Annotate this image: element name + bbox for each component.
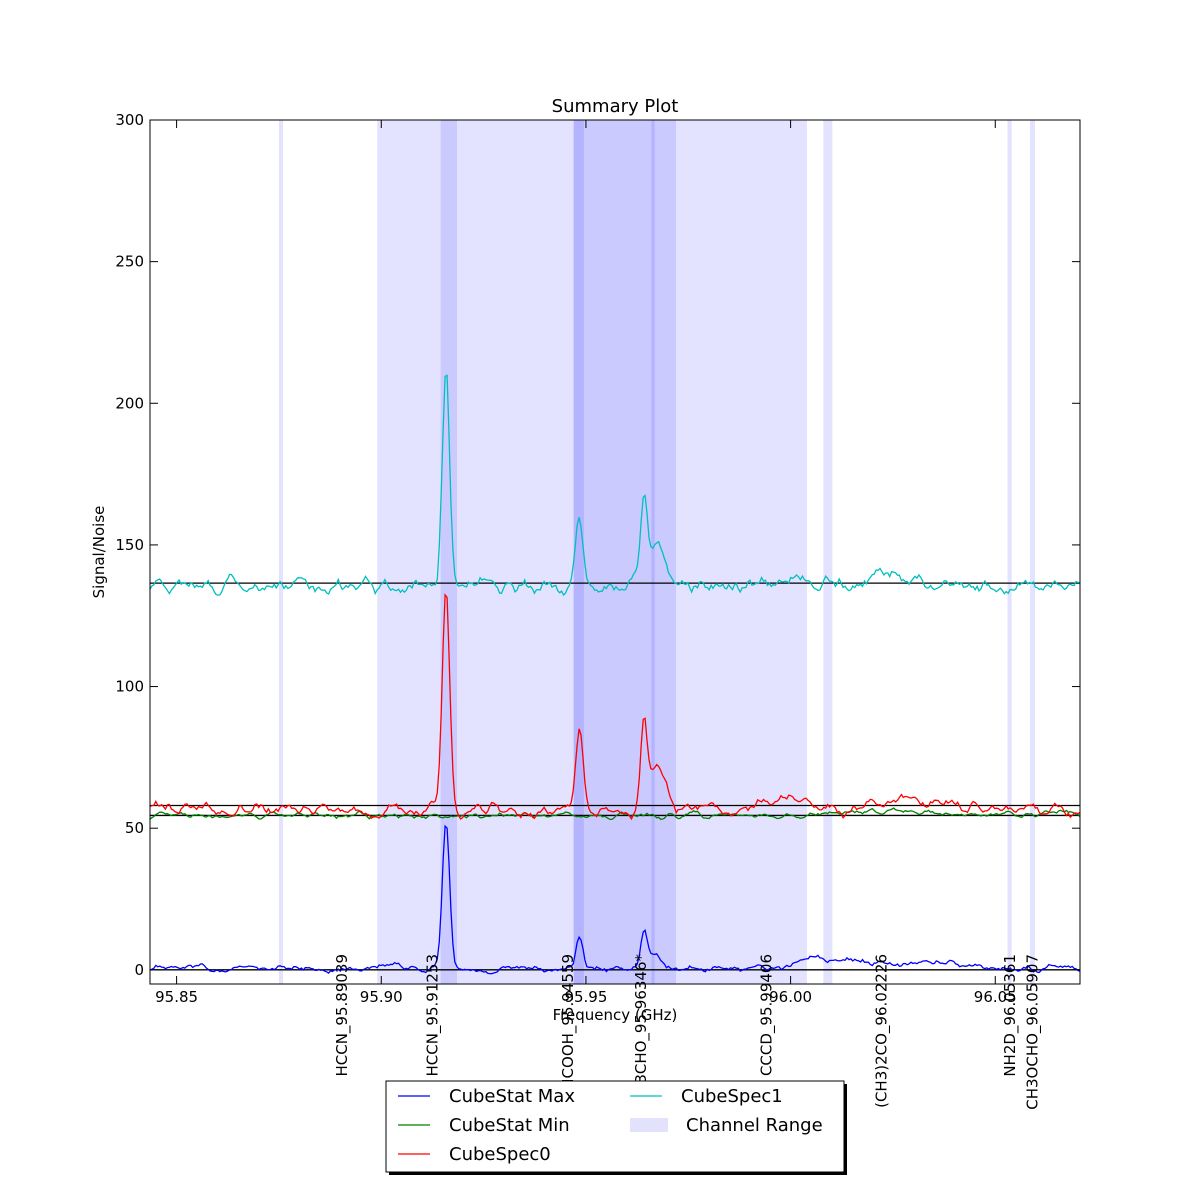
x-tick-label: 95.95	[564, 988, 607, 1006]
y-tick-label: 200	[115, 394, 144, 412]
legend-label: CubeStat Max	[449, 1086, 575, 1107]
line-id-label: CCCD_95.99406	[757, 954, 776, 1076]
series-line	[149, 593, 1081, 821]
legend-swatch	[630, 1118, 668, 1132]
y-tick-label: 0	[134, 961, 144, 979]
channel-range-span	[573, 120, 584, 984]
line-id-label: HCCN_95.89039	[333, 954, 352, 1077]
y-tick-label: 250	[115, 253, 144, 271]
y-tick-label: 300	[115, 111, 144, 129]
channel-range-span	[823, 120, 833, 984]
channel-range-span	[1007, 120, 1012, 984]
line-id-label: (CH3)2CO_96.02226	[873, 954, 892, 1108]
series-lines	[149, 374, 1081, 975]
channel-range-span	[1030, 120, 1035, 984]
y-axis-label: Signal/Noise	[90, 506, 108, 599]
channel-range-span	[573, 120, 676, 984]
line-id-label: CH3OCHO_96.05907	[1023, 954, 1042, 1110]
y-tick-label: 100	[115, 678, 144, 696]
x-tick-label: 95.90	[360, 988, 403, 1006]
x-tick-label: 95.85	[155, 988, 198, 1006]
x-axis-label: Frequency (GHz)	[553, 1006, 678, 1024]
legend-box	[385, 1080, 845, 1173]
line-id-label: HCOOH_95.94559	[559, 954, 578, 1090]
channel-range-spans	[278, 120, 1035, 984]
y-tick-label: 150	[115, 536, 144, 554]
series-line	[149, 374, 1080, 597]
channel-range-span	[377, 120, 807, 984]
line-identification-labels: HCCN_95.89039 HCCN_95.91253 HCOOH_95.94559…	[333, 954, 1042, 1110]
legend-label: CubeSpec0	[449, 1144, 551, 1165]
x-tick-label: 96.05	[974, 988, 1017, 1006]
channel-range-span	[278, 120, 284, 984]
legend-label: CubeStat Min	[449, 1115, 570, 1136]
legend-label: CubeSpec1	[681, 1086, 783, 1107]
line-id-label: HCCN_95.91253	[424, 954, 443, 1077]
legend-label: Channel Range	[686, 1115, 823, 1136]
legend: CubeStat Max CubeStat Min CubeSpec0 CubeSpe…	[385, 1080, 847, 1175]
series-line	[149, 807, 1081, 821]
series-line	[149, 824, 1081, 975]
channel-range-span	[651, 120, 655, 984]
x-tick-label: 96.00	[769, 988, 812, 1006]
chart-title: Summary Plot	[552, 96, 679, 117]
line-id-label: CH3CHO_95.96346*	[632, 954, 651, 1106]
line-id-label: NH2D_96.05361	[1001, 954, 1020, 1077]
y-tick-label: 50	[125, 819, 144, 837]
plot-frame	[149, 119, 1081, 985]
axis-ticks: 95.85 95.90 95.95 96.00 96.05 0 50 100 150 200 250…	[115, 111, 1080, 1006]
